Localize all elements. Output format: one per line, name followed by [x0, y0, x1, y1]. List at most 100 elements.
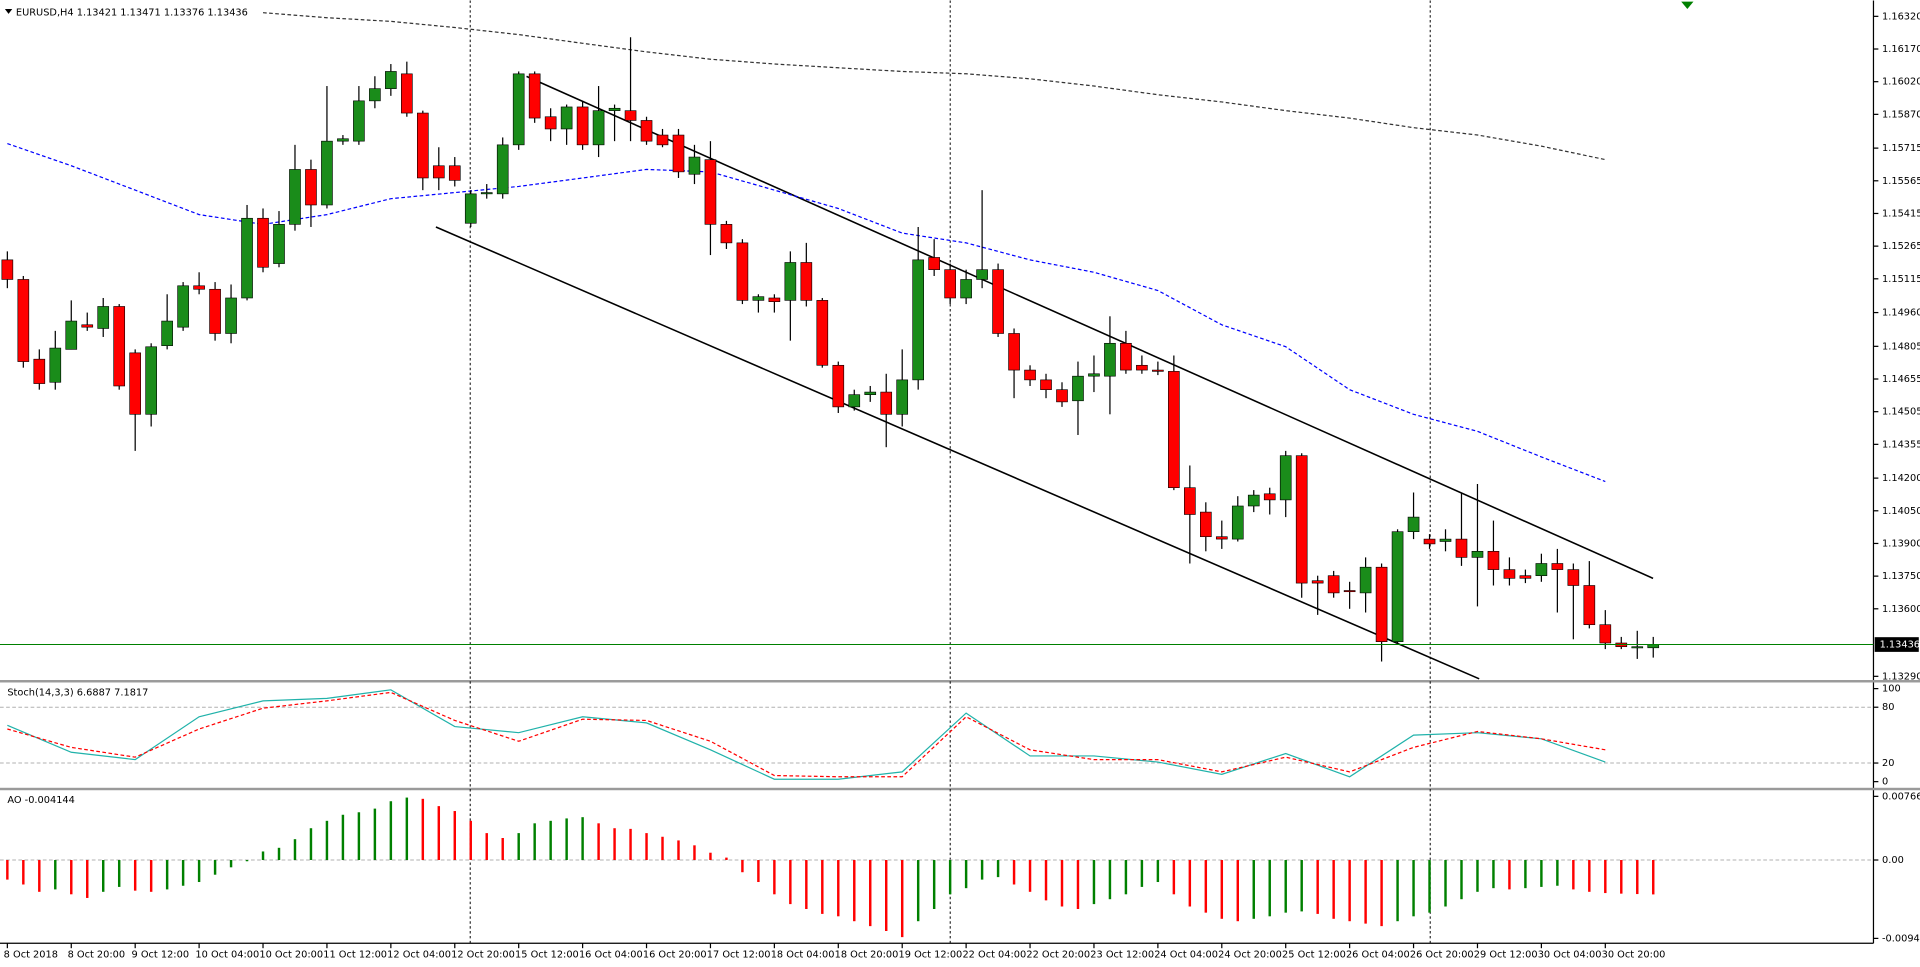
- candle-body: [720, 224, 733, 244]
- candle-body: [496, 144, 509, 195]
- y-tick-label: 1.14805: [1882, 341, 1920, 352]
- candle-body: [1375, 566, 1388, 643]
- panel-separator: [0, 787, 1920, 791]
- x-tick-label: 15 Oct 12:00: [515, 949, 579, 960]
- candle-body: [592, 110, 605, 146]
- candle-body: [560, 106, 573, 130]
- x-tick-label: 23 Oct 12:00: [1090, 949, 1154, 960]
- y-tick-label: 1.13600: [1882, 604, 1920, 615]
- candle-body: [624, 110, 637, 121]
- candle-body: [752, 296, 765, 301]
- x-tick-label: 26 Oct 20:00: [1410, 949, 1474, 960]
- candle-body: [464, 193, 477, 224]
- candle-body: [225, 297, 237, 334]
- candle-body: [97, 306, 110, 329]
- candle-body: [1120, 342, 1132, 371]
- indicator-line: [7, 691, 1606, 778]
- candle-body: [672, 134, 685, 173]
- candle-body: [193, 285, 205, 290]
- indicator-line: [7, 689, 1606, 780]
- candle-body: [880, 391, 893, 415]
- x-tick-label: 9 Oct 12:00: [132, 949, 190, 960]
- candle-body: [1311, 580, 1324, 584]
- candle-body: [353, 100, 365, 142]
- candle-body: [1407, 516, 1420, 533]
- x-tick-label: 11 Oct 12:00: [323, 949, 387, 960]
- panel-separator: [0, 680, 1920, 683]
- y-tick-label: 1.15415: [1882, 208, 1920, 219]
- candle-body: [161, 320, 173, 346]
- candle-body: [289, 169, 301, 225]
- x-tick-label: 10 Oct 04:00: [195, 949, 259, 960]
- candle-body: [1455, 538, 1468, 558]
- y-tick-label: 1.15265: [1882, 241, 1920, 252]
- candle-body: [1152, 369, 1164, 372]
- candle-body: [129, 352, 142, 415]
- candle-body: [1279, 455, 1292, 501]
- candle-body: [1503, 569, 1516, 579]
- candle-body: [1295, 455, 1308, 584]
- x-tick-label: 26 Oct 04:00: [1346, 949, 1410, 960]
- x-tick-label: 17 Oct 12:00: [707, 949, 771, 960]
- y-tick-label: 100: [1882, 684, 1901, 695]
- candle-body: [1024, 369, 1036, 381]
- candle-body: [640, 120, 653, 142]
- stoch-title: Stoch(14,3,3) 6.6887 7.1817: [7, 687, 148, 698]
- y-tick-label: 1.14200: [1882, 473, 1920, 484]
- candle-body: [1567, 569, 1580, 586]
- y-tick-label: 1.14505: [1882, 407, 1920, 418]
- current-price-label: 1.13436: [1880, 640, 1920, 651]
- candle-body: [1391, 531, 1404, 643]
- candle-body: [768, 297, 781, 302]
- candle-body: [896, 379, 909, 415]
- candle-body: [784, 262, 797, 301]
- candle-body: [1040, 379, 1052, 390]
- candle-body: [656, 134, 669, 146]
- candle-body: [688, 156, 701, 175]
- candle-body: [1359, 566, 1372, 594]
- candle-body: [528, 73, 541, 119]
- candle-body: [864, 391, 877, 395]
- y-tick-label: 1.16320: [1882, 11, 1920, 22]
- candle-body: [209, 288, 221, 334]
- candle-body: [1631, 646, 1644, 649]
- y-tick-label: 1.15870: [1882, 109, 1920, 120]
- candle-body: [257, 217, 269, 268]
- period-separators: [469, 0, 1431, 944]
- candle-body: [1215, 536, 1228, 540]
- candle-body: [113, 306, 126, 387]
- candle-body: [1583, 585, 1596, 626]
- x-tick-label: 10 Oct 20:00: [259, 949, 323, 960]
- candle-body: [401, 73, 413, 114]
- x-tick-label: 30 Oct 04:00: [1538, 949, 1602, 960]
- y-tick-label: 1.16020: [1882, 77, 1920, 88]
- candle-body: [1487, 550, 1500, 570]
- y-tick-label: -0.00944: [1882, 933, 1920, 944]
- candle-body: [17, 279, 30, 362]
- candle-body: [1423, 538, 1436, 545]
- candle-body: [1599, 624, 1612, 644]
- x-tick-label: 16 Oct 20:00: [643, 949, 707, 960]
- x-tick-label: 22 Oct 20:00: [1026, 949, 1090, 960]
- indicator-line: [7, 143, 1606, 483]
- candle-body: [576, 106, 589, 146]
- menu-triangle: [4, 9, 13, 14]
- marker-triangle: [1681, 1, 1694, 10]
- y-tick-label: 80: [1882, 702, 1894, 713]
- x-tick-label: 24 Oct 20:00: [1218, 949, 1282, 960]
- y-tick-label: 1.14655: [1882, 374, 1920, 385]
- candle-body: [1647, 644, 1660, 649]
- candle-body: [177, 285, 189, 328]
- candle-body: [544, 116, 557, 130]
- current-price-tag: [1874, 637, 1919, 652]
- y-tick-label: 1.15115: [1882, 274, 1920, 285]
- x-tick-label: 24 Oct 04:00: [1154, 949, 1218, 960]
- candle-body: [1247, 494, 1260, 507]
- y-tick-label: 1.14960: [1882, 308, 1920, 319]
- candle-body: [832, 364, 845, 408]
- x-tick-label: 8 Oct 2018: [4, 949, 58, 960]
- candle-body: [912, 259, 924, 381]
- y-tick-label: 1.13900: [1882, 538, 1920, 549]
- x-tick-label: 30 Oct 20:00: [1602, 949, 1666, 960]
